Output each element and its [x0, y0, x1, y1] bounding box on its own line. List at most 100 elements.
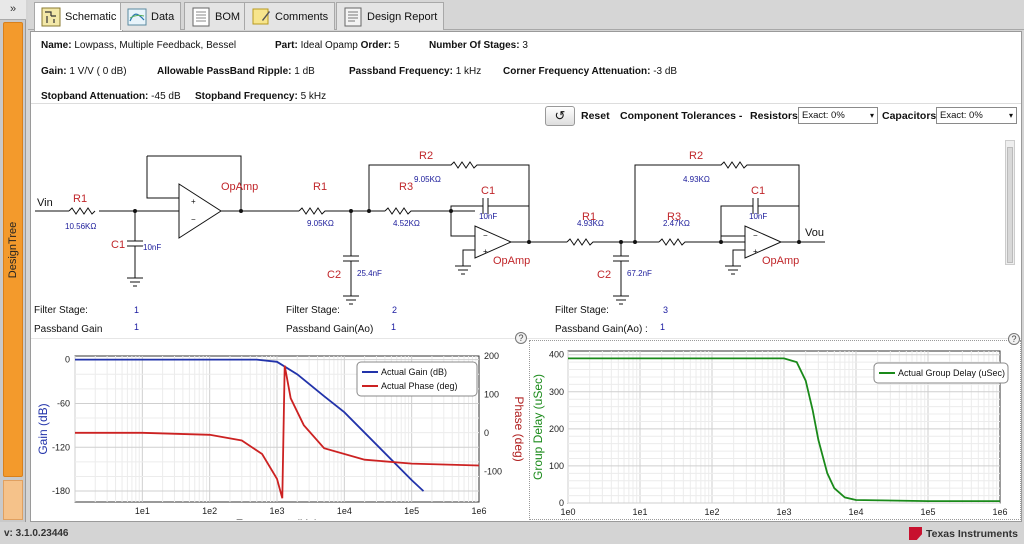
- stage3-r2-name: R2: [689, 150, 703, 162]
- comments-icon: [252, 8, 270, 24]
- stage3-c1-name: C1: [751, 185, 765, 197]
- stage1-c1-name: C1: [111, 239, 125, 251]
- data-icon: [127, 8, 147, 25]
- svg-text:−: −: [191, 215, 196, 224]
- stage3-gain-value: 1: [660, 322, 666, 332]
- help-icon[interactable]: ?: [515, 332, 527, 344]
- tab-label: Design Report: [367, 10, 438, 23]
- gain-series-line: [75, 358, 425, 492]
- y-tick-label: -60: [57, 398, 70, 408]
- y2-tick-label: 100: [484, 389, 499, 399]
- stage3-gain-label: Passband Gain(Ao) :: [555, 324, 648, 335]
- legend-label: Actual Phase (deg): [381, 381, 458, 391]
- x-tick-label: 1e5: [920, 507, 935, 517]
- y2-tick-label: 200: [484, 351, 499, 361]
- stage3-r3-name: R3: [667, 211, 681, 223]
- stage1-gain-value: 1: [134, 322, 140, 332]
- design-report-icon: [344, 7, 362, 26]
- svg-text:−: −: [753, 231, 758, 240]
- stage3-r2-value: 4.93KΩ: [683, 175, 710, 184]
- x-tick-label: 1e4: [337, 506, 352, 516]
- y-tick-label: 200: [549, 424, 564, 434]
- x-tick-label: 1e6: [992, 507, 1007, 517]
- reset-label: Reset: [581, 110, 610, 122]
- schematic-panel: Name: Lowpass, Multiple Feedback, Bessel…: [30, 31, 1022, 532]
- stage2-gain-label: Passband Gain(Ao): [286, 324, 374, 335]
- stage1-r1-name: R1: [73, 193, 87, 205]
- resistors-tolerance-select[interactable]: Exact: 0% ▾: [798, 107, 878, 124]
- svg-text:+: +: [483, 247, 488, 256]
- stage3-r1-name: R1: [582, 211, 596, 223]
- summary-corner-attenuation: Corner Frequency Attenuation: -3 dB: [503, 66, 678, 77]
- stage1-gain-label: Passband Gain: [34, 324, 103, 335]
- opamp-label: OpAmp: [493, 255, 530, 267]
- y2-tick-label: 0: [484, 428, 489, 438]
- summary-passband-frequency: Passband Frequency: 1 kHz: [349, 66, 482, 77]
- stage3-value: 3: [663, 305, 669, 315]
- capacitors-tolerance-select[interactable]: Exact: 0% ▾: [936, 107, 1017, 124]
- y-tick-label: 400: [549, 350, 564, 360]
- collapse-sidebar-button[interactable]: »: [0, 0, 26, 20]
- svg-text:+: +: [753, 247, 758, 256]
- tab-label: Data: [151, 10, 175, 23]
- y-tick-label: 0: [65, 355, 70, 365]
- x-tick-label: 1e2: [704, 507, 719, 517]
- stage2-r3-value: 4.52KΩ: [393, 219, 420, 228]
- brand-label: Texas Instruments: [925, 527, 1018, 540]
- tab-bom[interactable]: BOM: [184, 2, 248, 30]
- y-tick-label: -180: [52, 486, 70, 496]
- reset-button[interactable]: ↺: [545, 106, 575, 126]
- schematic-scrollbar[interactable]: [1005, 140, 1015, 265]
- x-tick-label: 1e2: [202, 506, 217, 516]
- stage1-c1-value: 10nF: [143, 243, 161, 252]
- tab-comments[interactable]: Comments: [244, 2, 336, 30]
- x-tick-label: 1e6: [471, 506, 486, 516]
- phase-series-line: [75, 365, 480, 499]
- vout-label: Vou: [805, 227, 824, 239]
- sidebar: » DesignTree: [0, 0, 26, 522]
- x-tick-label: 1e1: [632, 507, 647, 517]
- summary-gain: Gain: 1 V/V ( 0 dB): [41, 66, 127, 77]
- stage2-c2-name: C2: [327, 269, 341, 281]
- chevron-down-icon: ▾: [1008, 111, 1013, 120]
- stage1-r1-value: 10.56KΩ: [65, 222, 96, 231]
- y2-axis-label: Phase (deg): [512, 396, 525, 461]
- tab-design-report[interactable]: Design Report: [336, 2, 445, 30]
- y2-tick-label: -100: [484, 466, 502, 476]
- gain-phase-chart-panel: 0 -60 -120 -180 200 100 0 -100 1e1 1e2 1e3 1e4 1e5 1e…: [31, 332, 527, 531]
- stage2-c1-value: 10nF: [479, 212, 497, 221]
- tab-schematic[interactable]: Schematic: [34, 2, 124, 31]
- design-tree-panel[interactable]: DesignTree: [3, 22, 23, 477]
- svg-text:−: −: [483, 231, 488, 240]
- help-icon[interactable]: ?: [1008, 333, 1020, 345]
- x-axis-label: Frequency (Hz): [236, 517, 319, 520]
- ti-logo-icon: [908, 527, 922, 540]
- x-tick-label: 1e0: [560, 507, 575, 517]
- stage3-label: Filter Stage:: [555, 305, 609, 316]
- opamp-label: OpAmp: [221, 181, 258, 193]
- design-tree-label: DesignTree: [7, 221, 19, 278]
- svg-text:+: +: [191, 197, 196, 206]
- legend-box: [356, 361, 478, 397]
- stage3-c1-value: 10nF: [749, 212, 767, 221]
- stage2-r1-value: 9.05KΩ: [307, 219, 334, 228]
- stage2-r2-name: R2: [419, 150, 433, 162]
- vin-label: Vin: [37, 197, 53, 209]
- stage2-r1-name: R1: [313, 181, 327, 193]
- tab-data[interactable]: Data: [120, 2, 182, 30]
- scrollbar-thumb[interactable]: [1007, 147, 1013, 263]
- sidebar-scroll-strip[interactable]: [3, 480, 23, 520]
- stage1-label: Filter Stage:: [34, 305, 88, 316]
- stage2-label: Filter Stage:: [286, 305, 340, 316]
- y-axis-label: Group Delay (uSec): [531, 374, 545, 480]
- y-tick-label: 100: [549, 461, 564, 471]
- summary-stages: Number Of Stages: 3: [429, 40, 528, 51]
- summary-stopband-frequency: Stopband Frequency: 5 kHz: [195, 91, 327, 102]
- reset-icon: ↺: [554, 108, 566, 123]
- x-axis-label: Frequency (Hz): [743, 518, 826, 519]
- summary-part: Part: Ideal Opamp Order: 5: [275, 40, 400, 51]
- status-bar: v: 3.1.0.23446 Texas Instruments: [0, 522, 1024, 544]
- schematic-icon: [41, 7, 61, 27]
